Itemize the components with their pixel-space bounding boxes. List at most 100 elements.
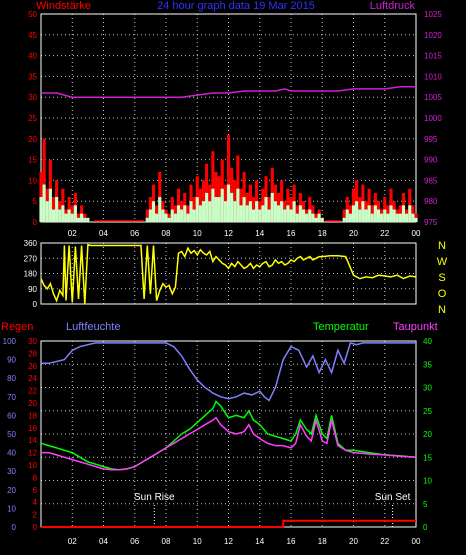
pressure-axis-tick: 995 <box>424 135 438 144</box>
humidity-axis-tick: 70 <box>7 393 16 402</box>
pressure-axis-tick: 1005 <box>424 93 442 102</box>
pressure-axis-tick: 975 <box>424 218 438 227</box>
temp-axis-tick: 25 <box>423 407 432 416</box>
sun-set-label: Sun Set <box>375 492 411 503</box>
rain-axis-tick: 0 <box>33 523 38 532</box>
wind-gust-bar <box>358 197 362 222</box>
wind-avg-bar <box>214 197 218 222</box>
wind-avg-bar <box>401 205 406 222</box>
top-x-tick: 18 <box>318 229 327 238</box>
bottom-x-tick: 02 <box>68 537 77 546</box>
wind-avg-bar <box>217 197 221 222</box>
wind-gust-bar <box>145 209 149 222</box>
wind-avg-bar <box>289 209 293 222</box>
wind-avg-bar <box>255 201 259 222</box>
dir-axis-tick: 270 <box>24 254 38 263</box>
humidity-axis-tick: 50 <box>7 430 16 439</box>
pressure-title: Luftdruck <box>370 0 416 12</box>
wind-avg-bar <box>392 209 396 222</box>
wind-avg-bar <box>64 213 68 222</box>
wind-avg-bar <box>226 184 231 222</box>
top-x-tick: 12 <box>224 229 233 238</box>
compass-o: O <box>438 288 447 300</box>
humidity-axis-tick: 40 <box>7 449 16 458</box>
bottom-x-tick: 14 <box>255 537 264 546</box>
wind-avg-bar <box>161 209 165 222</box>
wind-avg-bar <box>405 213 409 222</box>
wind-avg-bar <box>376 209 381 222</box>
wind-avg-bar <box>70 213 74 222</box>
wind-gust-bar <box>67 197 71 222</box>
humidity-axis-tick: 60 <box>7 411 16 420</box>
top-x-tick: 04 <box>99 229 108 238</box>
rain-title: Regen <box>1 321 33 333</box>
wind-avg-bar <box>383 209 387 222</box>
wind-axis-tick: 10 <box>28 176 37 185</box>
temp-axis-tick: 10 <box>423 477 432 486</box>
wind-avg-bar <box>164 213 168 222</box>
wind-avg-bar <box>80 213 84 222</box>
rain-axis-tick: 16 <box>28 424 37 433</box>
wind-avg-bar <box>411 213 415 222</box>
wind-avg-bar <box>314 217 318 222</box>
top-x-tick: 20 <box>349 229 358 238</box>
wind-avg-bar <box>380 213 384 222</box>
compass-n-bottom: N <box>438 304 446 316</box>
wind-avg-bar <box>86 217 90 222</box>
temp-axis-tick: 35 <box>423 360 432 369</box>
wind-avg-bar <box>145 217 149 222</box>
wind-gust-bar <box>251 197 256 222</box>
temp-axis-tick: 15 <box>423 453 432 462</box>
wind-avg-bar <box>45 201 49 222</box>
wind-gust-bar <box>345 197 349 222</box>
rain-line <box>41 519 416 528</box>
compass-labels: N W S O N <box>437 240 448 316</box>
humidity-axis-tick: 80 <box>7 374 16 383</box>
wind-axis-tick: 0 <box>33 218 38 227</box>
wind-avg-bar <box>364 209 368 222</box>
wind-avg-bar <box>373 205 377 222</box>
wind-avg-bar <box>205 192 209 222</box>
rain-axis-tick: 12 <box>28 449 37 458</box>
wind-avg-bar <box>201 201 206 222</box>
wind-avg-bar <box>148 209 152 222</box>
wind-axis-tick: 50 <box>28 10 37 19</box>
wind-avg-bar <box>58 209 62 222</box>
wind-avg-bar <box>358 209 362 222</box>
wind-avg-bar <box>283 209 287 222</box>
wind-avg-bar <box>386 213 390 222</box>
bottom-x-tick: 08 <box>162 537 171 546</box>
bottom-x-tick: 18 <box>318 537 327 546</box>
wind-avg-bar <box>233 201 237 222</box>
wind-avg-bar <box>305 213 309 222</box>
wind-avg-bar <box>192 209 196 222</box>
wind-avg-bar <box>51 209 56 222</box>
wind-axis-tick: 15 <box>28 156 37 165</box>
bottom-x-tick: 16 <box>287 537 296 546</box>
humidity-axis-tick: 30 <box>7 467 16 476</box>
top-x-tick: 22 <box>380 229 389 238</box>
wind-avg-bar <box>251 209 256 222</box>
graph-title: 24 hour graph data 19 Mar 2015 <box>157 0 315 12</box>
dir-axis-tick: 360 <box>24 239 38 248</box>
rain-axis-tick: 26 <box>28 362 37 371</box>
compass-w: W <box>437 256 448 268</box>
wind-avg-bar <box>414 217 418 222</box>
humidity-axis-tick: 20 <box>7 486 16 495</box>
wind-gust-bar <box>342 209 346 222</box>
top-x-tick: 02 <box>68 229 77 238</box>
rain-axis-tick: 6 <box>33 486 38 495</box>
sun-rise-label: Sun Rise <box>134 492 175 503</box>
rain-axis-tick: 4 <box>33 498 38 507</box>
rain-axis-tick: 22 <box>28 387 37 396</box>
pressure-axis-tick: 980 <box>424 197 438 206</box>
temperature-title: Temperatur <box>313 321 369 333</box>
rain-axis-tick: 18 <box>28 411 37 420</box>
wind-avg-bar <box>195 197 199 222</box>
wind-axis-tick: 30 <box>28 93 37 102</box>
wind-avg-bar <box>167 217 171 222</box>
wind-gust-bar <box>148 197 152 222</box>
wind-avg-bar <box>198 205 202 222</box>
wind-avg-bar <box>286 205 290 222</box>
